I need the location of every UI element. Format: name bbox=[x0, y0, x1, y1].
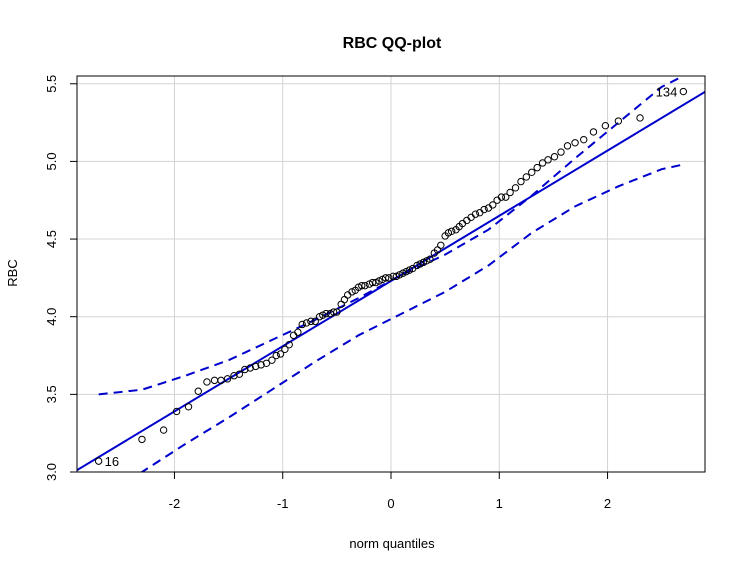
data-point bbox=[262, 359, 271, 367]
data-point bbox=[230, 372, 238, 380]
envelope-upper bbox=[98, 76, 684, 396]
data-points bbox=[94, 87, 688, 465]
data-point bbox=[437, 241, 445, 249]
data-point bbox=[194, 387, 202, 395]
x-axis: -2 -1 0 1 2 bbox=[169, 472, 611, 511]
data-point bbox=[484, 204, 493, 212]
point-labels: 16 134 bbox=[105, 85, 678, 470]
data-point bbox=[538, 159, 547, 167]
data-point bbox=[272, 351, 280, 360]
data-point bbox=[447, 227, 456, 235]
data-point bbox=[480, 205, 488, 214]
y-tick-label: 3.5 bbox=[44, 385, 59, 403]
y-tick-label: 4.5 bbox=[44, 230, 59, 248]
data-point bbox=[307, 317, 315, 326]
data-point bbox=[333, 308, 341, 316]
x-axis-label: norm quantiles bbox=[349, 536, 435, 551]
data-point bbox=[589, 128, 598, 136]
y-tick-label: 5.5 bbox=[44, 75, 59, 93]
data-point bbox=[471, 210, 480, 218]
x-tick-label: 1 bbox=[496, 496, 503, 511]
data-point bbox=[506, 188, 514, 197]
data-point bbox=[322, 309, 330, 318]
data-point bbox=[528, 168, 536, 176]
data-point bbox=[289, 331, 298, 340]
reference-line bbox=[77, 90, 705, 471]
data-point bbox=[210, 376, 219, 385]
data-point bbox=[385, 274, 393, 282]
y-tick-label: 5.0 bbox=[44, 152, 59, 170]
data-point bbox=[563, 142, 572, 150]
data-point bbox=[358, 281, 366, 290]
y-axis: 3.0 3.5 4.0 4.5 5.0 5.5 bbox=[44, 75, 77, 481]
data-point bbox=[184, 403, 193, 411]
data-point bbox=[203, 378, 211, 386]
data-point bbox=[517, 177, 525, 186]
data-point bbox=[601, 121, 610, 130]
x-tick-label: -1 bbox=[277, 496, 289, 511]
data-point bbox=[533, 163, 541, 172]
data-point bbox=[467, 213, 475, 222]
envelope-lower bbox=[139, 163, 684, 472]
chart-title: RBC QQ-plot bbox=[343, 35, 442, 52]
data-point bbox=[281, 345, 289, 354]
x-tick-label: 2 bbox=[604, 496, 611, 511]
y-axis-label: RBC bbox=[5, 259, 20, 286]
data-point bbox=[544, 156, 552, 164]
data-point bbox=[476, 208, 484, 217]
data-point bbox=[502, 193, 510, 201]
data-point bbox=[268, 356, 276, 364]
point-label: 134 bbox=[656, 85, 678, 100]
x-tick-label: -2 bbox=[169, 496, 181, 511]
data-point bbox=[614, 117, 623, 125]
data-point bbox=[511, 184, 520, 192]
data-point bbox=[463, 216, 471, 225]
data-point bbox=[257, 361, 265, 369]
data-point bbox=[636, 114, 644, 122]
y-tick-label: 4.0 bbox=[44, 308, 59, 326]
data-point bbox=[285, 340, 293, 349]
data-point bbox=[94, 457, 103, 465]
x-tick-label: 0 bbox=[387, 496, 394, 511]
data-point bbox=[311, 317, 319, 326]
data-point bbox=[241, 365, 249, 374]
data-point bbox=[276, 350, 285, 358]
data-point bbox=[159, 426, 168, 434]
data-point bbox=[138, 435, 146, 444]
data-point bbox=[489, 201, 497, 209]
data-point bbox=[294, 328, 302, 336]
data-point bbox=[343, 291, 352, 299]
data-point bbox=[361, 281, 369, 290]
data-point bbox=[497, 193, 506, 201]
data-point bbox=[251, 362, 260, 371]
data-point bbox=[557, 148, 565, 156]
point-label: 16 bbox=[105, 454, 119, 469]
data-point bbox=[172, 407, 181, 416]
data-point bbox=[522, 173, 531, 181]
data-point bbox=[550, 153, 559, 161]
confidence-envelope bbox=[98, 76, 684, 472]
data-point bbox=[298, 320, 306, 329]
data-point bbox=[223, 375, 232, 383]
data-point bbox=[302, 319, 311, 327]
data-point bbox=[246, 364, 254, 372]
data-point bbox=[679, 87, 688, 96]
data-point bbox=[235, 370, 244, 378]
data-point bbox=[580, 135, 588, 144]
data-point bbox=[571, 139, 579, 147]
y-tick-label: 3.0 bbox=[44, 463, 59, 481]
data-point bbox=[381, 274, 390, 282]
data-point bbox=[329, 308, 338, 316]
data-point bbox=[340, 295, 349, 304]
data-point bbox=[426, 255, 434, 263]
